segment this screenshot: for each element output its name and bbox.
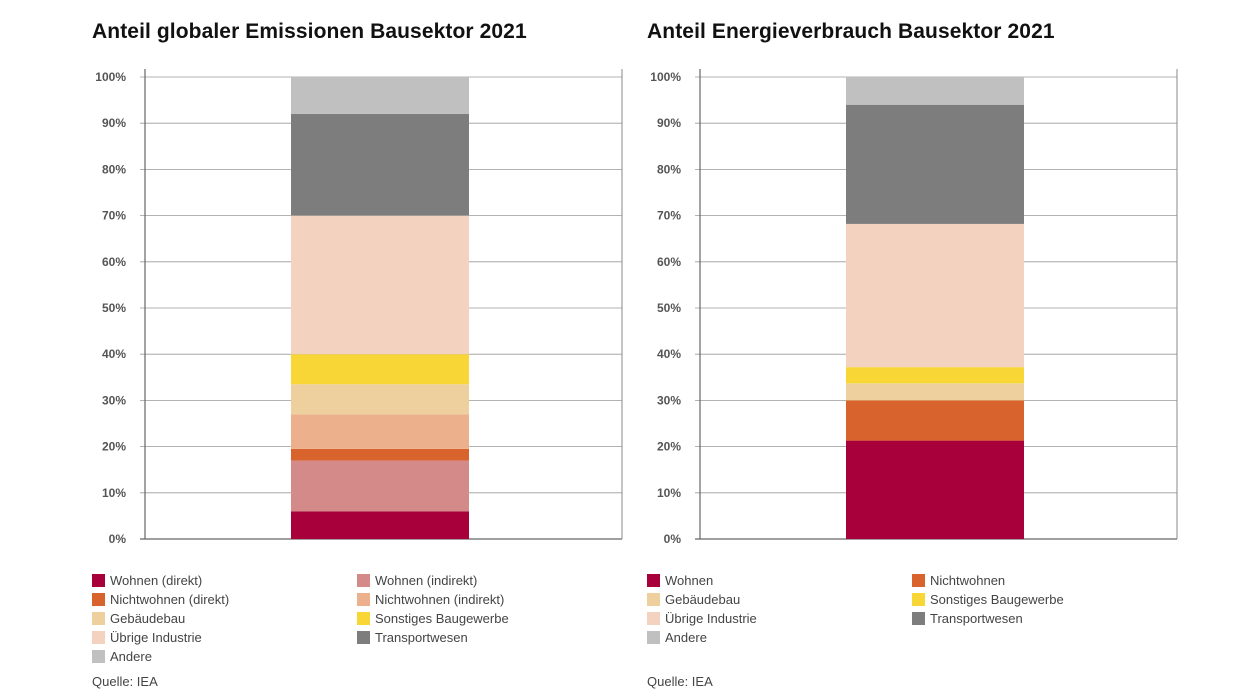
y-tick-label: 10% [657, 486, 681, 500]
y-tick-label: 70% [657, 209, 681, 223]
legend-label: Wohnen [665, 572, 714, 588]
y-tick-label: 40% [102, 347, 126, 361]
legend-item: Nichtwohnen (indirekt) [357, 590, 504, 608]
legend-item: Nichtwohnen (direkt) [92, 590, 229, 608]
bar-segment-geb-udebau [846, 383, 1024, 401]
legend-swatch [357, 592, 370, 606]
bar-segment-andere [291, 77, 469, 114]
bar-segment-transportwesen [291, 113, 469, 216]
legend-label: Gebäudebau [665, 591, 741, 607]
y-tick-label: 30% [102, 393, 126, 407]
y-tick-label: 40% [657, 347, 681, 361]
legend-label: Sonstiges Baugewerbe [375, 610, 509, 626]
y-tick-label: 80% [657, 162, 681, 176]
legend-swatch [92, 592, 105, 606]
bar-segment--brige-industrie [291, 215, 469, 355]
legend-label: Nichtwohnen (indirekt) [375, 591, 505, 607]
bar-segment-wohnen-indirekt- [291, 460, 469, 512]
chart-source: Quelle: IEA [647, 674, 713, 689]
y-tick-label: 70% [102, 209, 126, 223]
legend-swatch [647, 611, 660, 625]
chart-plot: 0% 10% 20% 30% 40% 50% 60% 70% 80% 90% 100% [95, 69, 623, 546]
y-tick-label: 100% [95, 70, 126, 84]
legend-label: Wohnen (direkt) [110, 572, 203, 588]
legend-item: Andere [92, 647, 152, 665]
y-tick-label: 20% [657, 440, 681, 454]
legend-label: Übrige Industrie [110, 629, 202, 645]
bar-segment--brige-industrie [846, 223, 1024, 368]
y-tick-label: 60% [102, 255, 126, 269]
legend-swatch [912, 573, 925, 587]
legend-swatch [647, 573, 660, 587]
legend-item: Wohnen (indirekt) [357, 571, 477, 589]
legend-item: Andere [647, 628, 707, 646]
legend-swatch [357, 630, 370, 644]
chart-title: Anteil Energieverbrauch Bausektor 2021 [647, 20, 1055, 43]
legend-item: Wohnen [647, 571, 713, 589]
bar-segment-nichtwohnen [846, 400, 1024, 441]
y-tick-label: 100% [650, 70, 681, 84]
legend-label: Sonstiges Baugewerbe [930, 591, 1064, 607]
legend-item: Nichtwohnen [912, 571, 1005, 589]
bar-segment-transportwesen [846, 104, 1024, 224]
y-tick-label: 0% [664, 532, 682, 546]
legend-swatch [92, 649, 105, 663]
legend-item: Übrige Industrie [647, 609, 757, 627]
legend-label: Andere [665, 629, 707, 645]
energy-chart-panel: Anteil Energieverbrauch Bausektor 2021 0… [555, 0, 1178, 699]
legend-swatch [647, 630, 660, 644]
legend-item: Wohnen (direkt) [92, 571, 202, 589]
bar-segment-sonstiges-baugewerbe [846, 367, 1024, 384]
legend-swatch [357, 573, 370, 587]
y-tick-label: 30% [657, 393, 681, 407]
legend-item: Transportwesen [357, 628, 468, 646]
legend-item: Sonstiges Baugewerbe [357, 609, 509, 627]
bar-segment-geb-udebau [291, 384, 469, 415]
y-tick-label: 60% [657, 255, 681, 269]
legend-swatch [912, 592, 925, 606]
bar-segment-nichtwohnen-indirekt- [291, 414, 469, 449]
y-tick-label: 50% [657, 301, 681, 315]
y-tick-label: 20% [102, 440, 126, 454]
legend-swatch [912, 611, 925, 625]
legend-item: Sonstiges Baugewerbe [912, 590, 1064, 608]
chart-source: Quelle: IEA [92, 674, 158, 689]
legend-swatch [92, 611, 105, 625]
legend-label: Wohnen (indirekt) [375, 572, 478, 588]
bar-segment-sonstiges-baugewerbe [291, 354, 469, 385]
bar-segment-nichtwohnen-direkt- [291, 448, 469, 461]
legend-swatch [92, 573, 105, 587]
legend-label: Andere [110, 648, 152, 664]
legend-swatch [357, 611, 370, 625]
y-tick-label: 10% [102, 486, 126, 500]
legend-swatch [92, 630, 105, 644]
legend-label: Transportwesen [375, 629, 468, 645]
y-tick-label: 90% [657, 116, 681, 130]
emissions-chart-panel: Anteil globaler Emissionen Bausektor 202… [0, 0, 623, 699]
legend-swatch [647, 592, 660, 606]
bar-segment-andere [846, 77, 1024, 105]
legend-label: Nichtwohnen (direkt) [110, 591, 230, 607]
legend-item: Gebäudebau [92, 609, 185, 627]
y-tick-label: 50% [102, 301, 126, 315]
legend-label: Übrige Industrie [665, 610, 757, 626]
y-tick-label: 90% [102, 116, 126, 130]
legend-item: Übrige Industrie [92, 628, 202, 646]
legend-label: Gebäudebau [110, 610, 186, 626]
legend-label: Nichtwohnen [930, 572, 1006, 588]
legend-item: Transportwesen [912, 609, 1023, 627]
bar-segment-wohnen [846, 440, 1024, 539]
legend-item: Gebäudebau [647, 590, 740, 608]
chart-plot: 0% 10% 20% 30% 40% 50% 60% 70% 80% 90% 100% [650, 69, 1178, 546]
chart-title: Anteil globaler Emissionen Bausektor 202… [92, 20, 527, 43]
legend-label: Transportwesen [930, 610, 1023, 626]
y-tick-label: 80% [102, 162, 126, 176]
bar-segment-wohnen-direkt- [291, 511, 469, 539]
y-tick-label: 0% [109, 532, 127, 546]
